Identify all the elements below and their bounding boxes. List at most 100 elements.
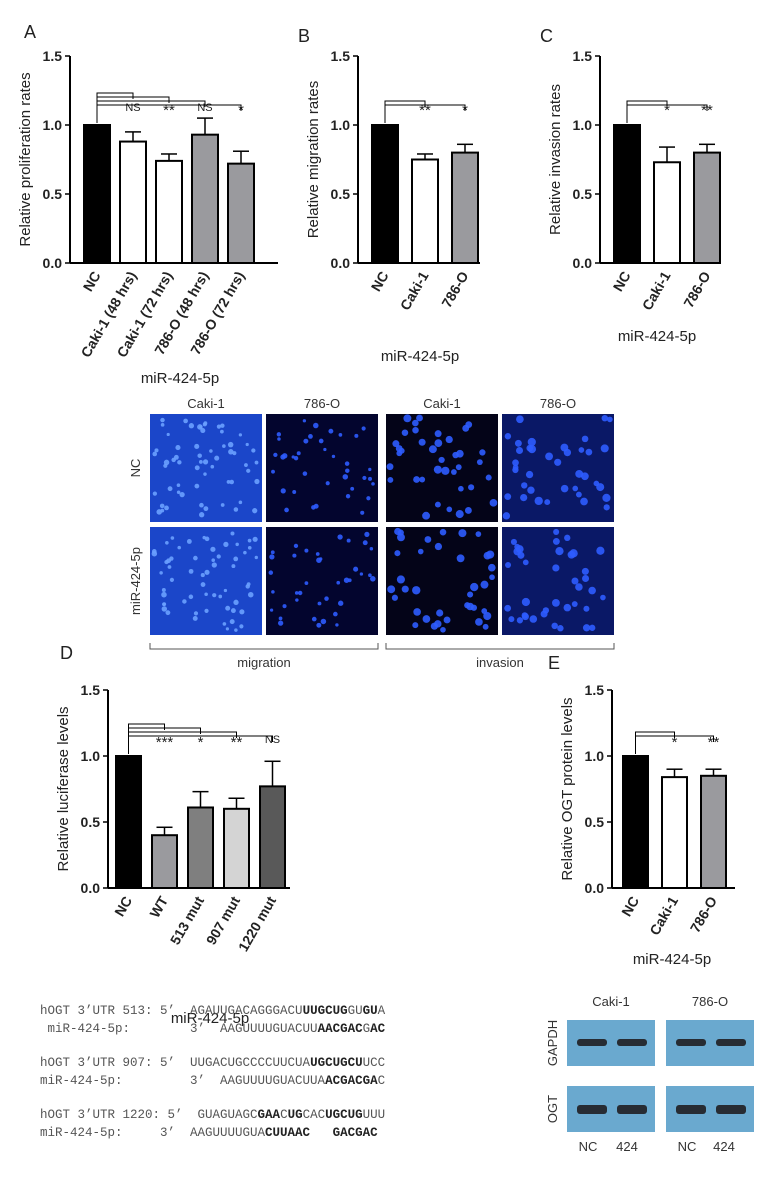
cell-nucleus (401, 585, 409, 593)
cell-nucleus (370, 576, 376, 582)
cell-nucleus (159, 571, 163, 575)
y-tick-label: 0.0 (81, 880, 101, 896)
cell-nucleus (247, 538, 252, 543)
cell-nucleus (152, 491, 158, 496)
cell-nucleus (304, 581, 309, 586)
cell-nucleus (368, 467, 372, 472)
cell-nucleus (177, 545, 182, 550)
micrograph-column-label: 786-O (540, 396, 576, 411)
cell-nucleus (316, 622, 322, 628)
sequence-prefix: miR-424-5p: 3’ (40, 1074, 221, 1088)
micrograph-image (150, 527, 262, 635)
blot-band (676, 1039, 706, 1046)
category-label: 786-O (438, 268, 471, 310)
lane-label: 424 (713, 1139, 735, 1154)
sequence-segment: AAGUUUUGUA (190, 1126, 266, 1140)
cell-nucleus (160, 417, 165, 423)
bar (411, 158, 439, 264)
bar (115, 755, 142, 889)
cell-nucleus (296, 451, 301, 456)
significance-label: ** (231, 734, 243, 751)
cell-nucleus (386, 463, 394, 471)
cell-nucleus (278, 616, 283, 621)
cell-nucleus (345, 494, 351, 499)
cell-nucleus (569, 549, 578, 558)
cell-nucleus (479, 449, 486, 456)
bar (119, 140, 147, 264)
cell-nucleus (481, 608, 488, 614)
cell-nucleus (230, 531, 235, 536)
cell-nucleus (228, 449, 234, 455)
cell-nucleus (247, 591, 254, 598)
cell-nucleus (229, 479, 234, 485)
y-tick-label: 1.5 (43, 48, 63, 64)
cell-nucleus (483, 611, 492, 621)
blot-band (716, 1039, 746, 1046)
cell-nucleus (209, 449, 213, 453)
cell-nucleus (350, 486, 355, 491)
cell-nucleus (364, 531, 370, 537)
x-axis-label: miR-424-5p (171, 1010, 249, 1027)
comparison-bracket (96, 104, 242, 123)
cell-nucleus (419, 476, 426, 483)
significance-label: * (672, 734, 678, 751)
cell-nucleus (203, 472, 207, 476)
cell-nucleus (244, 463, 248, 467)
cell-nucleus (173, 454, 179, 460)
cell-nucleus (170, 536, 175, 540)
cell-nucleus (514, 439, 522, 447)
sequence-segment: UUGACUGCCCCUUCUA (190, 1056, 311, 1070)
cell-nucleus (434, 439, 443, 448)
cell-nucleus (480, 580, 489, 589)
cell-nucleus (220, 423, 225, 428)
blot-column-label: Caki-1 (592, 994, 630, 1009)
cell-nucleus (304, 548, 309, 553)
cell-nucleus (502, 512, 511, 520)
y-tick-label: 0.0 (43, 255, 63, 271)
cell-nucleus (162, 602, 167, 607)
cell-nucleus (428, 445, 437, 454)
y-tick-label: 1.5 (585, 682, 605, 698)
cell-nucleus (521, 597, 531, 607)
cell-nucleus (218, 594, 223, 599)
blot-band (577, 1105, 607, 1114)
cell-nucleus (154, 448, 159, 453)
cell-nucleus (422, 511, 431, 520)
cell-nucleus (197, 424, 203, 430)
panel-letter: E (548, 653, 560, 673)
bar (83, 124, 111, 264)
cell-nucleus (186, 539, 192, 544)
cell-nucleus (233, 507, 239, 512)
cell-nucleus (544, 499, 551, 506)
cell-nucleus (271, 590, 275, 594)
cell-nucleus (223, 588, 228, 593)
x-axis-label: miR-424-5p (141, 370, 219, 387)
cell-nucleus (292, 553, 297, 558)
cell-nucleus (333, 611, 338, 617)
cell-nucleus (416, 414, 423, 422)
cell-nucleus (401, 429, 409, 436)
cell-nucleus (166, 432, 170, 437)
cell-nucleus (516, 415, 524, 424)
cell-nucleus (489, 574, 495, 581)
bar (653, 161, 681, 264)
category-label: WT (146, 893, 171, 920)
cell-nucleus (366, 496, 371, 501)
category-label: Caki-1 (397, 268, 432, 313)
bar (155, 159, 183, 265)
cell-nucleus (202, 459, 209, 465)
cell-nucleus (422, 615, 431, 623)
y-tick-label: 0.5 (585, 814, 605, 830)
blot-band (577, 1039, 607, 1046)
cell-nucleus (417, 548, 424, 555)
cell-nucleus (166, 558, 171, 564)
cell-nucleus (227, 441, 234, 448)
cell-nucleus (488, 563, 496, 572)
cell-nucleus (176, 483, 181, 487)
cell-nucleus (193, 555, 198, 561)
seed-match: UG (287, 1108, 303, 1122)
cell-nucleus (545, 452, 553, 461)
blot-row-label: OGT (545, 1095, 560, 1123)
y-tick-label: 0.5 (43, 186, 63, 202)
cell-nucleus (475, 531, 482, 537)
